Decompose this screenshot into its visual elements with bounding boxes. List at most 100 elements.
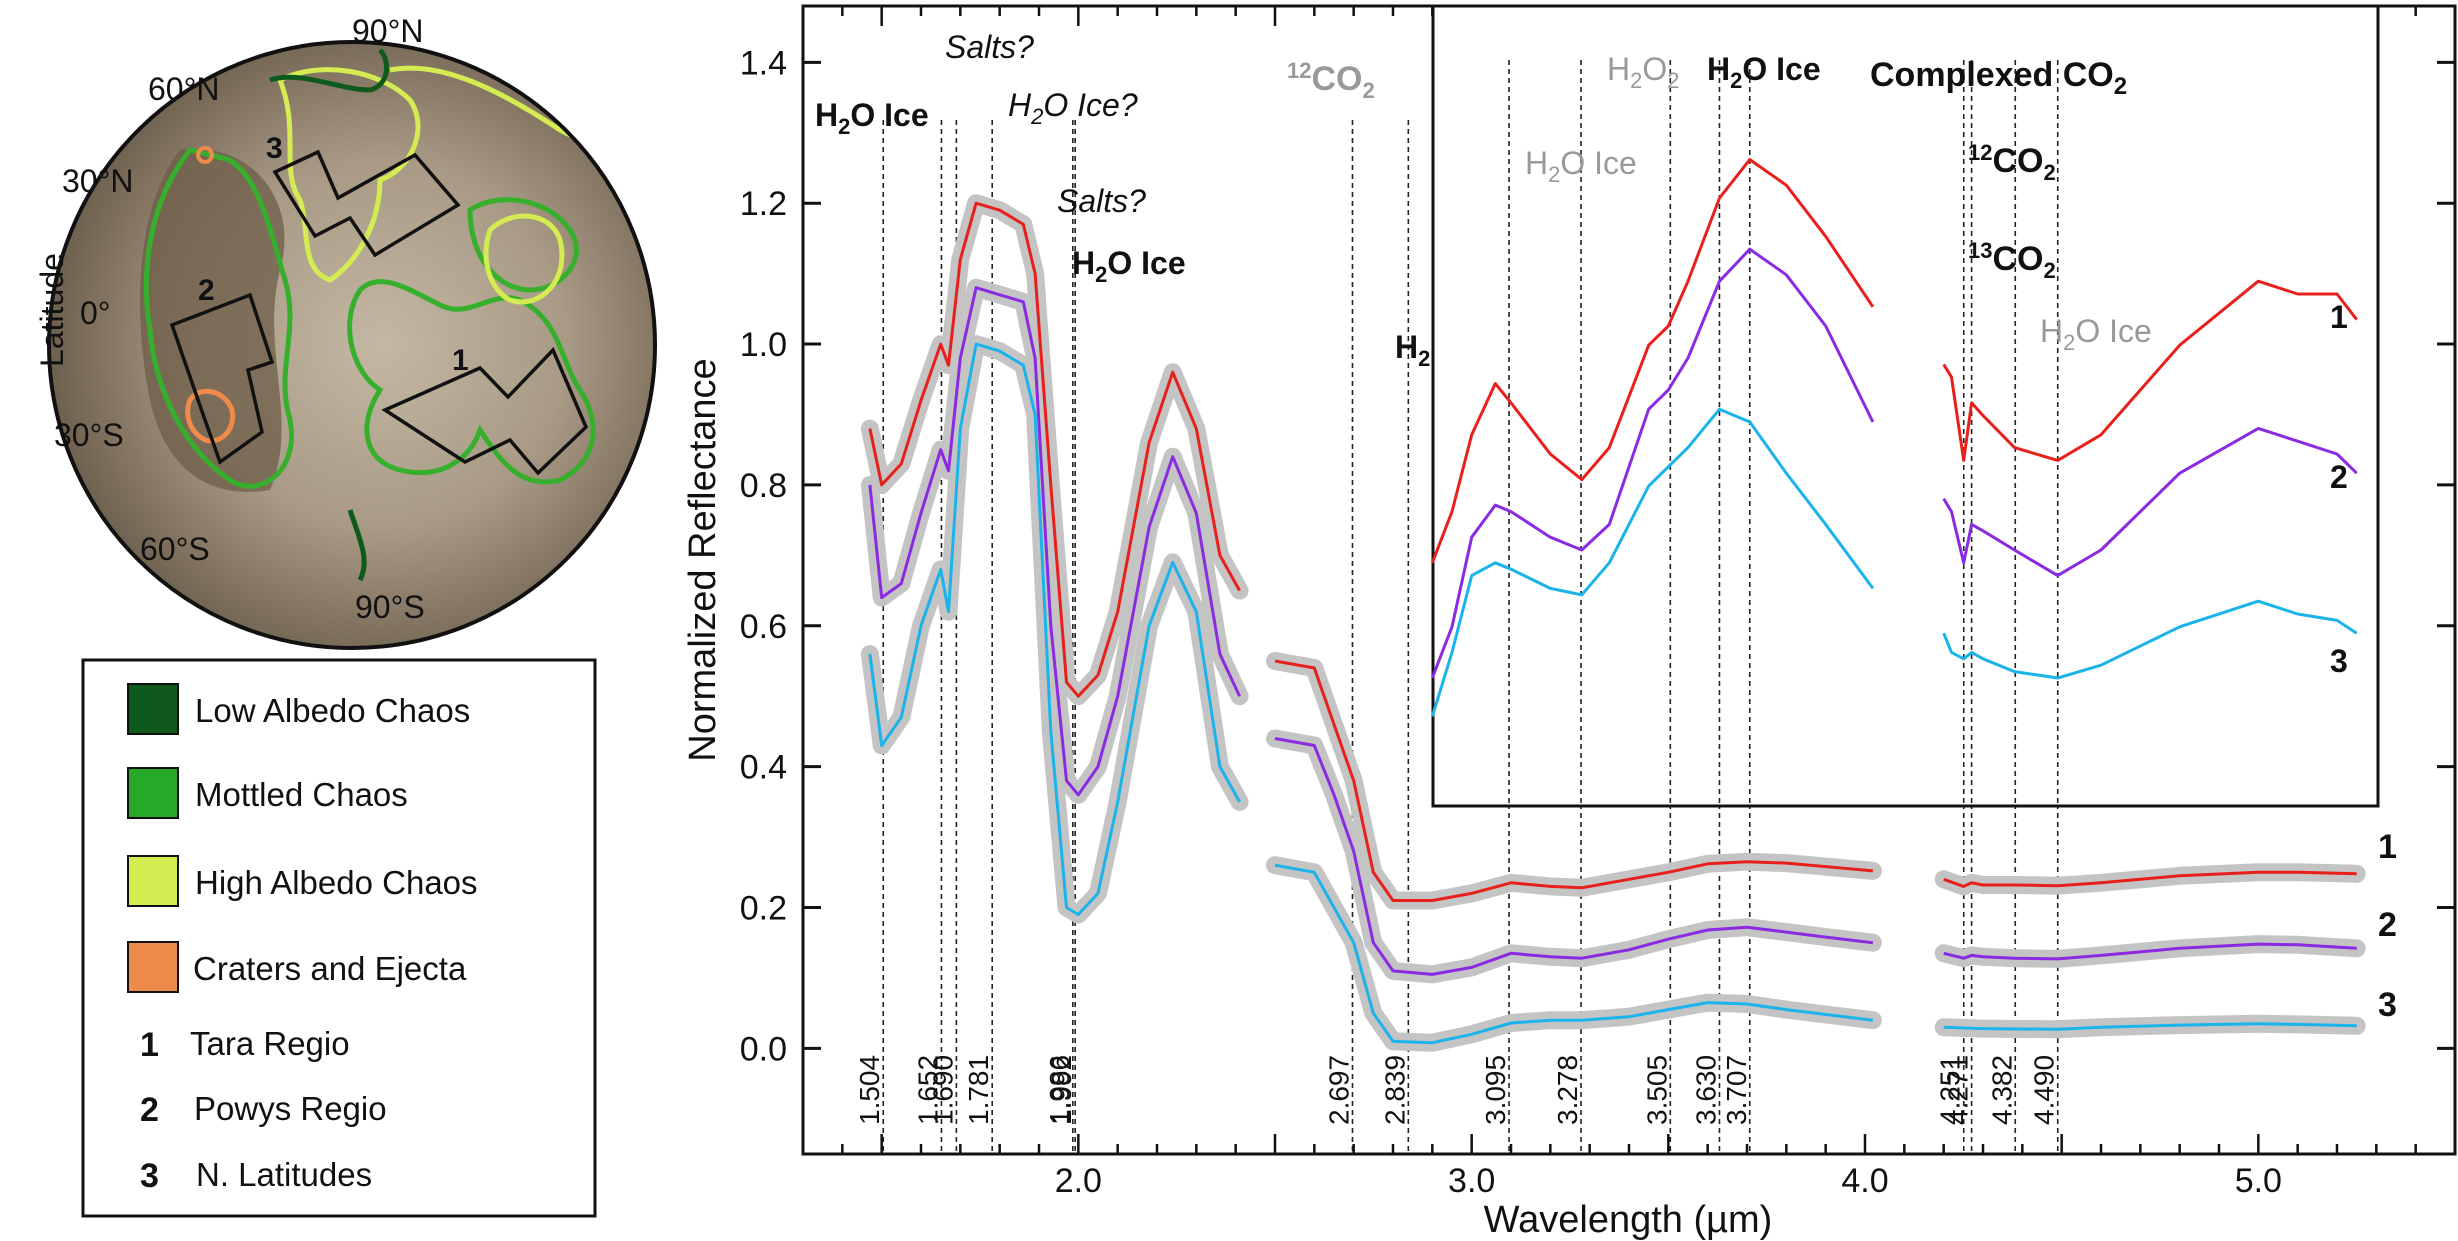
y-tick-label-0: 0.0 <box>740 1030 787 1068</box>
legend-label-low-albedo: Low Albedo Chaos <box>195 692 470 729</box>
feature-line-label-14: 4.271 <box>1943 1055 1974 1125</box>
y-tick-label-2: 0.4 <box>740 749 787 787</box>
map-ylabel: Latitude <box>34 253 70 367</box>
series-3-line-1 <box>1274 863 1874 1045</box>
annot-salts-2: Salts? <box>1057 183 1146 219</box>
inset-series-3-line-1 <box>1942 599 2358 680</box>
series-2-line-2 <box>1943 942 2357 961</box>
high-albedo-chaos-outline-east <box>483 213 565 305</box>
region-box-3 <box>272 149 461 258</box>
inset-annot-h2o-ice-black: H2O Ice <box>1707 51 1821 93</box>
series-1-right-label: 1 <box>2378 828 2397 866</box>
feature-line-label-0: 1.504 <box>854 1055 885 1125</box>
lat-label-0: 0° <box>80 295 111 331</box>
feature-line-label-9: 3.278 <box>1552 1055 1583 1125</box>
inset-series-2-line-0 <box>1430 247 1875 679</box>
legend-region-label-2: Powys Regio <box>194 1090 387 1127</box>
x-tick-label-2: 4.0 <box>1841 1162 1888 1200</box>
legend-label-high-albedo: High Albedo Chaos <box>195 864 478 901</box>
inset-series-3-label: 3 <box>2330 643 2348 679</box>
main-series-group <box>860 194 2366 1052</box>
series-2-right-label: 2 <box>2378 906 2397 944</box>
region-box-2 <box>169 292 275 465</box>
legend-swatch-mottled <box>127 767 179 819</box>
y-tick-label-6: 1.2 <box>740 185 787 223</box>
legend-region-label-1: Tara Regio <box>190 1025 350 1062</box>
europa-map: 1 2 3 90°N 60°N 30°N 0° 30°S 60°S 90°S L… <box>34 13 657 650</box>
legend-swatch-high-albedo <box>127 855 179 907</box>
inset-annot-co2-12: 12CO2 <box>1968 140 2056 185</box>
feature-line-label-11: 3.630 <box>1690 1055 1721 1125</box>
feature-line-label-5: 1.992 <box>1046 1055 1077 1125</box>
inset-series-group <box>1430 158 2358 717</box>
feature-line-label-15: 4.382 <box>1986 1055 2017 1125</box>
feature-line-label-13: 4.251 <box>1935 1055 1966 1125</box>
series-1-line-2 <box>1943 870 2357 888</box>
y-tick-label-1: 0.2 <box>740 889 787 927</box>
crater-outline-south <box>185 388 236 444</box>
legend-swatch-craters <box>127 941 179 993</box>
spectra-chart: 0.0 0.2 0.4 0.6 0.8 1.0 1.2 1.4 2.0 3.0 4.0 5.0 1.5… <box>682 4 2457 1241</box>
legend-label-mottled: Mottled Chaos <box>195 776 408 813</box>
low-albedo-chaos-outline <box>269 48 390 93</box>
region-box-1 <box>381 346 589 476</box>
feature-line-label-4: 1.986 <box>1044 1055 1075 1125</box>
inset-series-2-line-1 <box>1942 426 2358 578</box>
high-albedo-chaos-outline-north <box>276 67 421 283</box>
x-tick-label-1: 3.0 <box>1448 1162 1495 1200</box>
series-3-line-0 <box>868 342 1241 916</box>
inset-annot-h2o-ice-grey: H2O Ice <box>1525 145 1637 187</box>
series-3-line-2 <box>1943 1022 2357 1031</box>
inset-feature-lines-group <box>1508 60 2059 806</box>
y-tick-label-5: 1.0 <box>740 326 787 364</box>
inset-annot-complexed-co2: Complexed CO2 <box>1870 56 2127 100</box>
annot-salts-1: Salts? <box>945 29 1034 65</box>
legend-swatch-low-albedo <box>127 683 179 735</box>
lat-label-90s: 90°S <box>355 589 425 625</box>
lat-label-60s: 60°S <box>140 531 210 567</box>
mottled-chaos-outline-west <box>143 147 294 489</box>
lat-label-90n: 90°N <box>352 13 424 49</box>
inset-series-3-line-0 <box>1430 407 1875 717</box>
annot-h2o-ice-2: H2O Ice <box>1072 245 1186 287</box>
map-region-number-1: 1 <box>452 344 469 377</box>
legend-box: Low Albedo Chaos Mottled Chaos High Albe… <box>81 658 597 1218</box>
inset-frame <box>1431 4 2380 808</box>
inset-series-1-line-0 <box>1430 158 1875 564</box>
annot-h2o-ice-1: H2O Ice <box>815 97 929 139</box>
x-axis-label: Wavelength (µm) <box>1484 1199 1773 1241</box>
annot-h2o-ice-q: H2O Ice? <box>1008 87 1138 129</box>
y-tick-label-3: 0.6 <box>740 608 787 646</box>
feature-line-label-3: 1.781 <box>963 1055 994 1125</box>
map-region-number-3: 3 <box>266 132 283 165</box>
inset-series-1-line-1 <box>1942 279 2358 462</box>
y-tick-label-4: 0.8 <box>740 467 787 505</box>
map-region-number-2: 2 <box>198 274 215 307</box>
legend-region-num-1: 1 <box>140 1026 159 1064</box>
feature-line-label-8: 3.095 <box>1480 1055 1511 1125</box>
crater-outline-north <box>196 146 214 164</box>
series-2-line-1 <box>1274 737 1874 976</box>
y-tick-label-7: 1.4 <box>740 44 787 82</box>
inset-series-1-label: 1 <box>2330 299 2348 335</box>
inset-series-2-label: 2 <box>2330 459 2348 495</box>
feature-line-label-2: 1.690 <box>927 1055 958 1125</box>
x-tick-label-0: 2.0 <box>1055 1162 1102 1200</box>
feature-line-label-12: 3.707 <box>1721 1055 1752 1125</box>
legend-region-num-2: 2 <box>140 1091 159 1129</box>
mottled-chaos-outline-center <box>347 279 596 485</box>
legend-label-craters: Craters and Ejecta <box>193 950 467 987</box>
globe-outline <box>47 40 657 650</box>
inset-chart: H2O Ice H2O2 H2O Ice Complexed CO2 12CO2… <box>1430 4 2380 808</box>
feature-line-label-16: 4.490 <box>2029 1055 2060 1125</box>
inset-annot-h2o2: H2O2 <box>1607 51 1680 93</box>
dark-terrain-patch <box>140 148 285 492</box>
series-2-line-0 <box>868 286 1241 797</box>
series-3-right-label: 3 <box>2378 986 2397 1024</box>
lat-label-60n: 60°N <box>148 71 220 107</box>
low-albedo-chaos-outline-south <box>347 509 367 582</box>
legend-region-num-3: 3 <box>140 1157 159 1195</box>
lat-label-30n: 30°N <box>62 163 134 199</box>
annot-co2-12-main: 12CO2 <box>1287 58 1375 103</box>
